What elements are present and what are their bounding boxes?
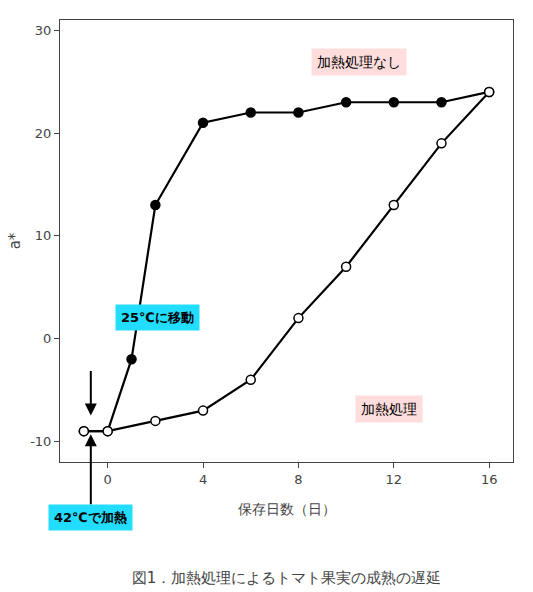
- svg-text:4: 4: [199, 472, 207, 487]
- svg-text:10: 10: [35, 228, 52, 243]
- svg-text:加熱処理なし: 加熱処理なし: [317, 54, 401, 70]
- svg-text:8: 8: [294, 472, 302, 487]
- svg-text:12: 12: [386, 472, 403, 487]
- svg-text:加熱処理: 加熱処理: [361, 401, 417, 417]
- svg-text:25℃に移動: 25℃に移動: [121, 310, 194, 325]
- svg-text:30: 30: [35, 23, 52, 38]
- svg-text:0: 0: [104, 472, 112, 487]
- svg-text:保存日数（日）: 保存日数（日）: [238, 501, 336, 517]
- svg-text:42℃で加熱: 42℃で加熱: [54, 510, 127, 525]
- svg-text:図1．加熱処理によるトマト果実の成熟の遅延: 図1．加熱処理によるトマト果実の成熟の遅延: [132, 569, 442, 587]
- svg-text:-10: -10: [30, 434, 51, 449]
- svg-text:16: 16: [481, 472, 498, 487]
- svg-text:20: 20: [35, 126, 52, 141]
- svg-text:0: 0: [43, 331, 51, 346]
- svg-text:a*: a*: [6, 232, 24, 249]
